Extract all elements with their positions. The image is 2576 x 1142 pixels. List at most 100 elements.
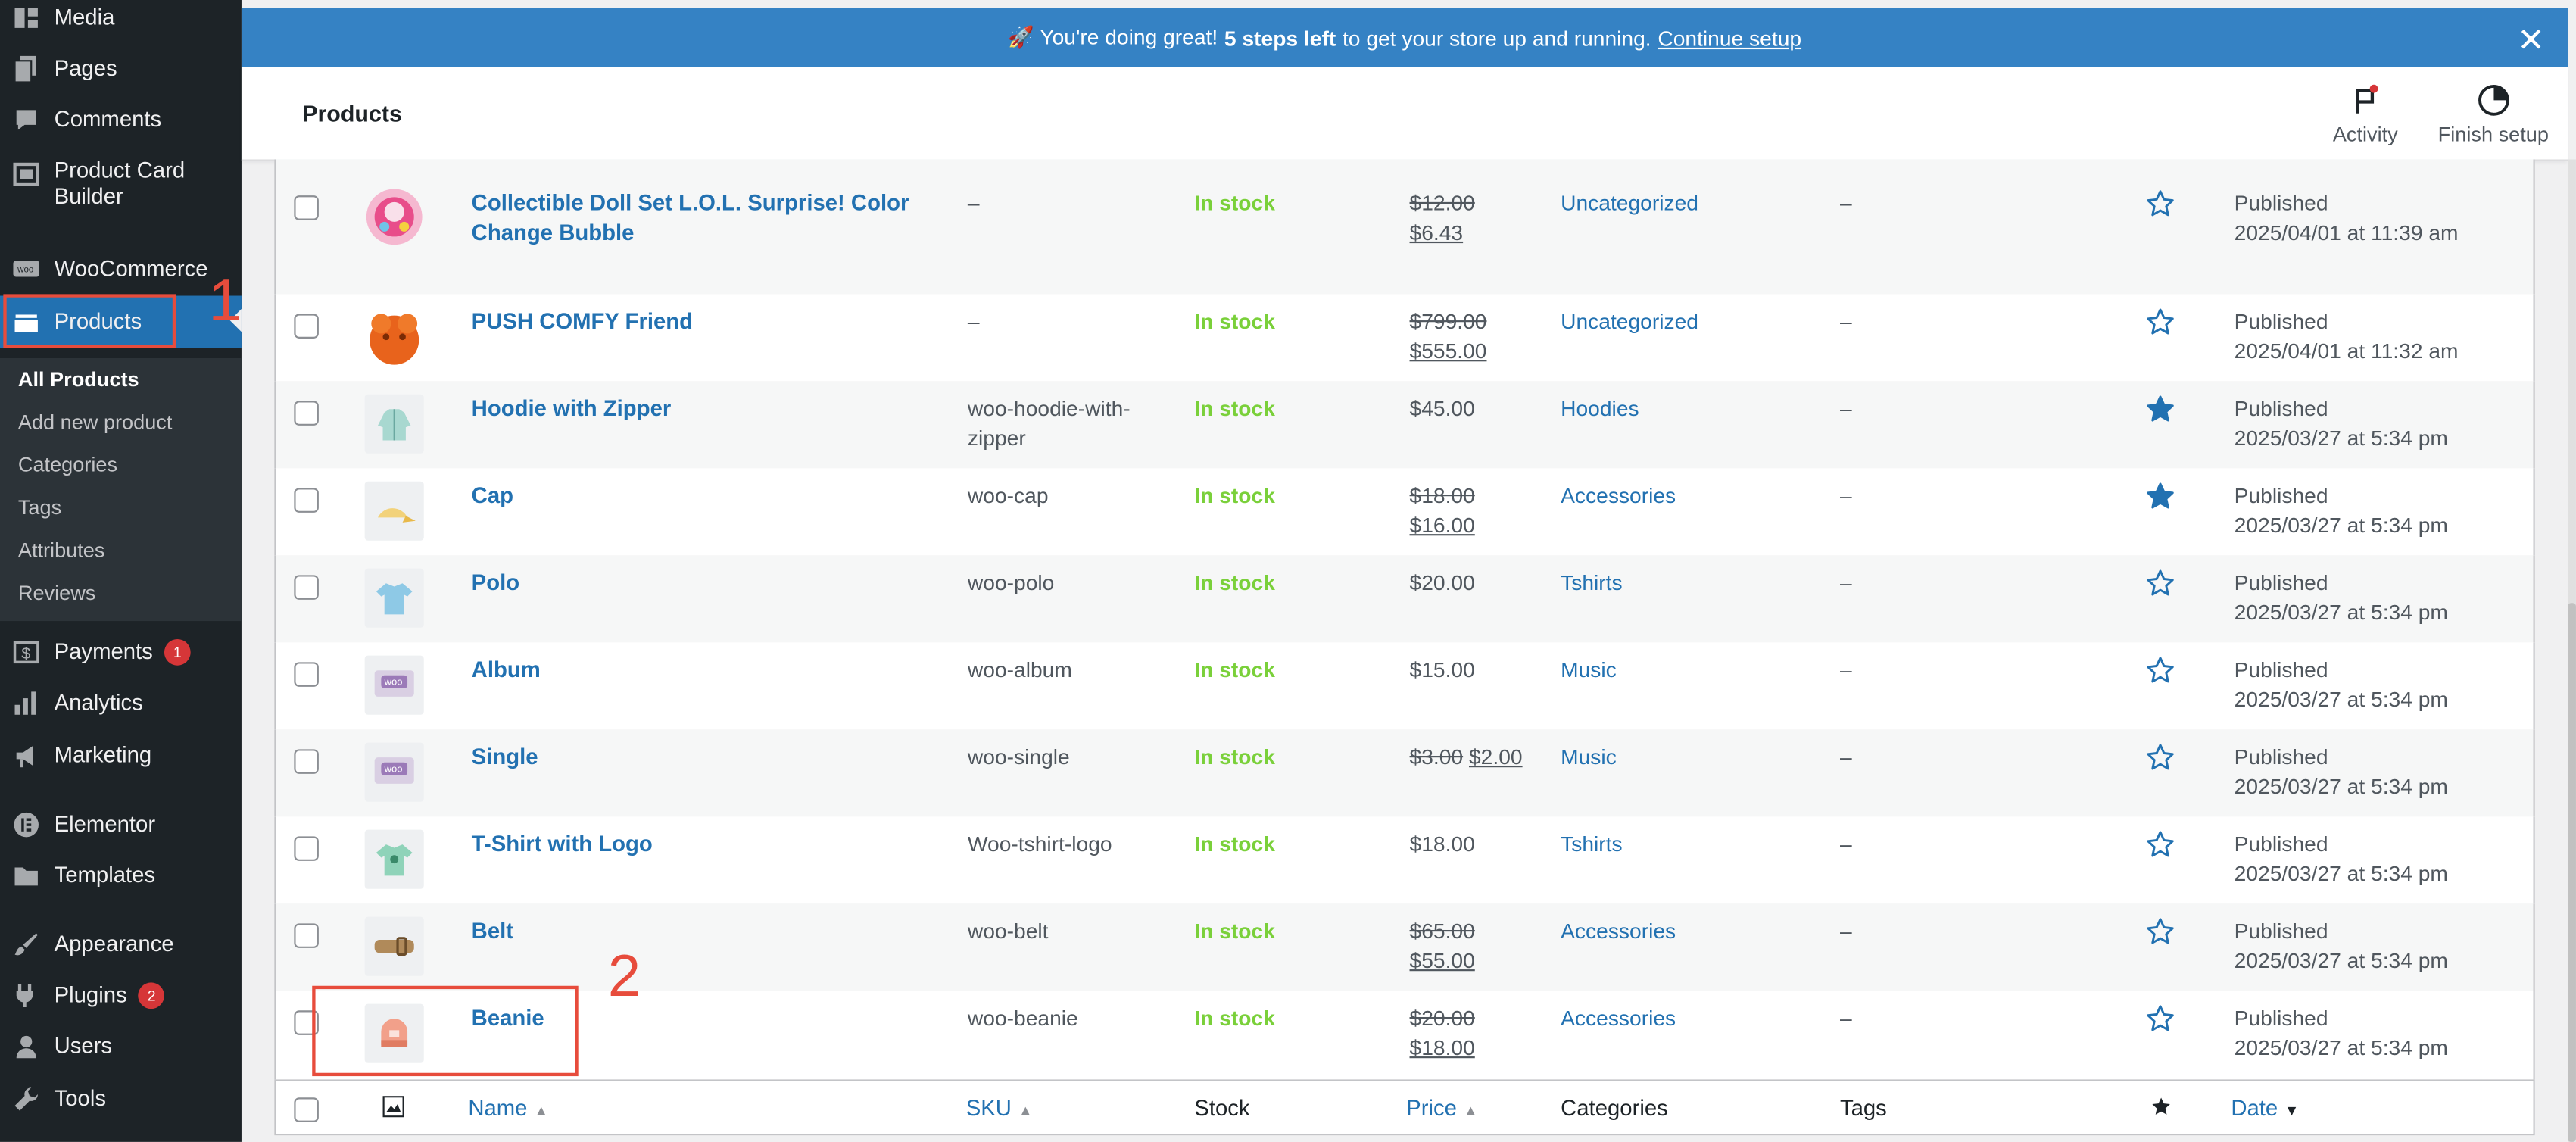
publish-date: Published 2025/04/01 at 11:32 am bbox=[2235, 307, 2459, 367]
product-tags: – bbox=[1839, 395, 1852, 421]
product-name-link[interactable]: Cap bbox=[471, 482, 514, 508]
row-checkbox[interactable] bbox=[294, 314, 319, 339]
category-link[interactable]: Accessories bbox=[1561, 918, 1676, 944]
product-thumbnail[interactable] bbox=[364, 1003, 424, 1063]
product-thumbnail[interactable] bbox=[364, 829, 424, 889]
product-name-link[interactable]: Album bbox=[471, 657, 541, 682]
product-thumbnail[interactable] bbox=[364, 916, 424, 976]
featured-star-icon[interactable] bbox=[2145, 569, 2175, 598]
analytics-icon bbox=[13, 690, 39, 716]
scrollbar-thumb[interactable] bbox=[2568, 603, 2576, 1142]
product-name-link[interactable]: T-Shirt with Logo bbox=[471, 831, 653, 856]
row-checkbox[interactable] bbox=[294, 488, 319, 513]
regular-price: $18.00 bbox=[1409, 482, 1475, 508]
plugins-count-badge: 2 bbox=[138, 982, 165, 1009]
product-thumbnail[interactable] bbox=[364, 481, 424, 541]
sidebar-item-comments[interactable]: Comments bbox=[0, 95, 242, 145]
product-tags: – bbox=[1839, 918, 1852, 944]
publish-datetime: 2025/03/27 at 5:34 pm bbox=[2234, 599, 2448, 625]
row-checkbox[interactable] bbox=[294, 923, 319, 948]
product-price: $3.00 $2.00 bbox=[1410, 743, 1523, 772]
finish-setup-button[interactable]: Finish setup bbox=[2438, 84, 2549, 146]
row-checkbox[interactable] bbox=[294, 749, 319, 774]
product-name-link[interactable]: Belt bbox=[471, 918, 514, 944]
sort-arrows-icon: ▲ bbox=[1463, 1102, 1478, 1119]
product-name-link[interactable]: Hoodie with Zipper bbox=[471, 395, 672, 421]
sidebar-item-woocommerce[interactable]: woo WooCommerce bbox=[0, 245, 242, 294]
row-checkbox[interactable] bbox=[294, 575, 319, 600]
sidebar-item-pages[interactable]: Pages bbox=[0, 45, 242, 94]
row-checkbox[interactable] bbox=[294, 195, 319, 220]
category-link[interactable]: Tshirts bbox=[1561, 831, 1623, 856]
featured-star-icon[interactable] bbox=[2145, 1004, 2175, 1034]
activity-button[interactable]: Activity bbox=[2333, 84, 2398, 146]
submenu-attributes[interactable]: Attributes bbox=[17, 538, 105, 563]
featured-star-icon[interactable] bbox=[2145, 307, 2175, 337]
sidebar-item-appearance[interactable]: Appearance bbox=[0, 920, 242, 969]
featured-star-icon[interactable] bbox=[2145, 189, 2175, 219]
product-name-link[interactable]: PUSH COMFY Friend bbox=[471, 308, 694, 334]
sidebar-item-marketing[interactable]: Marketing bbox=[0, 731, 242, 780]
products-icon bbox=[13, 309, 39, 335]
notice-steps-left: 5 steps left bbox=[1224, 25, 1336, 51]
featured-star-icon[interactable] bbox=[2145, 917, 2175, 947]
column-name-sort[interactable]: Name ▲ bbox=[468, 1096, 548, 1121]
product-name-link[interactable]: Beanie bbox=[471, 1005, 544, 1031]
product-thumbnail[interactable] bbox=[365, 187, 424, 246]
sidebar-item-elementor[interactable]: Elementor bbox=[0, 800, 242, 850]
sidebar-item-analytics[interactable]: Analytics bbox=[0, 679, 242, 728]
category-link[interactable]: Music bbox=[1561, 657, 1617, 682]
featured-column-star-icon[interactable] bbox=[2150, 1096, 2172, 1122]
product-price: $45.00 bbox=[1409, 395, 1475, 421]
category-link[interactable]: Hoodies bbox=[1561, 395, 1639, 421]
row-checkbox[interactable] bbox=[294, 401, 319, 426]
featured-star-icon[interactable] bbox=[2145, 830, 2175, 860]
product-thumbnail[interactable] bbox=[365, 307, 424, 367]
submenu-all-products[interactable]: All Products bbox=[17, 367, 139, 392]
submenu-categories[interactable]: Categories bbox=[17, 453, 118, 477]
sidebar-item-media[interactable]: Media bbox=[0, 0, 242, 42]
row-checkbox[interactable] bbox=[294, 662, 319, 687]
submenu-reviews[interactable]: Reviews bbox=[17, 582, 96, 605]
row-checkbox[interactable] bbox=[294, 836, 319, 861]
column-price-sort[interactable]: Price ▲ bbox=[1406, 1096, 1478, 1121]
product-name-link[interactable]: Polo bbox=[471, 569, 520, 595]
sidebar-item-templates[interactable]: Templates bbox=[0, 851, 242, 900]
featured-star-icon[interactable] bbox=[2145, 395, 2175, 424]
sidebar-item-users[interactable]: Users bbox=[0, 1022, 242, 1071]
product-thumbnail[interactable]: woo bbox=[364, 655, 424, 715]
product-name-link[interactable]: Collectible Doll Set L.O.L. Surprise! Co… bbox=[471, 190, 909, 245]
submenu-add-new-product[interactable]: Add new product bbox=[17, 410, 173, 434]
category-link[interactable]: Music bbox=[1561, 744, 1617, 769]
product-thumbnail[interactable]: woo bbox=[364, 742, 424, 802]
featured-star-icon[interactable] bbox=[2145, 482, 2175, 511]
product-thumbnail[interactable] bbox=[364, 394, 424, 454]
product-price: $20.00 bbox=[1409, 569, 1475, 595]
close-icon[interactable]: ✕ bbox=[2517, 23, 2545, 60]
publish-status: Published bbox=[2234, 308, 2328, 334]
category-link[interactable]: Accessories bbox=[1561, 1005, 1676, 1031]
woocommerce-icon: woo bbox=[13, 256, 40, 282]
product-thumbnail[interactable] bbox=[364, 568, 424, 628]
stock-status: In stock bbox=[1194, 744, 1275, 769]
sidebar-item-payments[interactable]: $ Payments 1 bbox=[0, 628, 242, 677]
category-link[interactable]: Tshirts bbox=[1561, 569, 1623, 595]
submenu-tags[interactable]: Tags bbox=[17, 496, 62, 520]
featured-star-icon[interactable] bbox=[2145, 656, 2175, 685]
category-link[interactable]: Accessories bbox=[1561, 482, 1676, 508]
page-scrollbar[interactable] bbox=[2568, 159, 2576, 1142]
sidebar-item-plugins[interactable]: Plugins 2 bbox=[0, 971, 242, 1020]
category-link[interactable]: Uncategorized bbox=[1561, 190, 1698, 216]
column-date-sort[interactable]: Date ▼ bbox=[2231, 1096, 2299, 1121]
sidebar-item-product-card-builder[interactable]: Product Card Builder bbox=[0, 158, 242, 220]
product-name-link[interactable]: Single bbox=[471, 744, 538, 769]
sidebar-item-products[interactable]: Products bbox=[0, 295, 242, 348]
category-link[interactable]: Uncategorized bbox=[1561, 308, 1698, 334]
publish-date: Published 2025/03/27 at 5:34 pm bbox=[2235, 1004, 2448, 1063]
sidebar-item-tools[interactable]: Tools bbox=[0, 1075, 242, 1124]
select-all-checkbox[interactable] bbox=[294, 1097, 319, 1122]
column-sku-sort[interactable]: SKU ▲ bbox=[966, 1096, 1033, 1121]
publish-date: Published 2025/03/27 at 5:34 pm bbox=[2235, 743, 2448, 802]
continue-setup-link[interactable]: Continue setup bbox=[1658, 25, 1802, 51]
featured-star-icon[interactable] bbox=[2145, 743, 2175, 772]
